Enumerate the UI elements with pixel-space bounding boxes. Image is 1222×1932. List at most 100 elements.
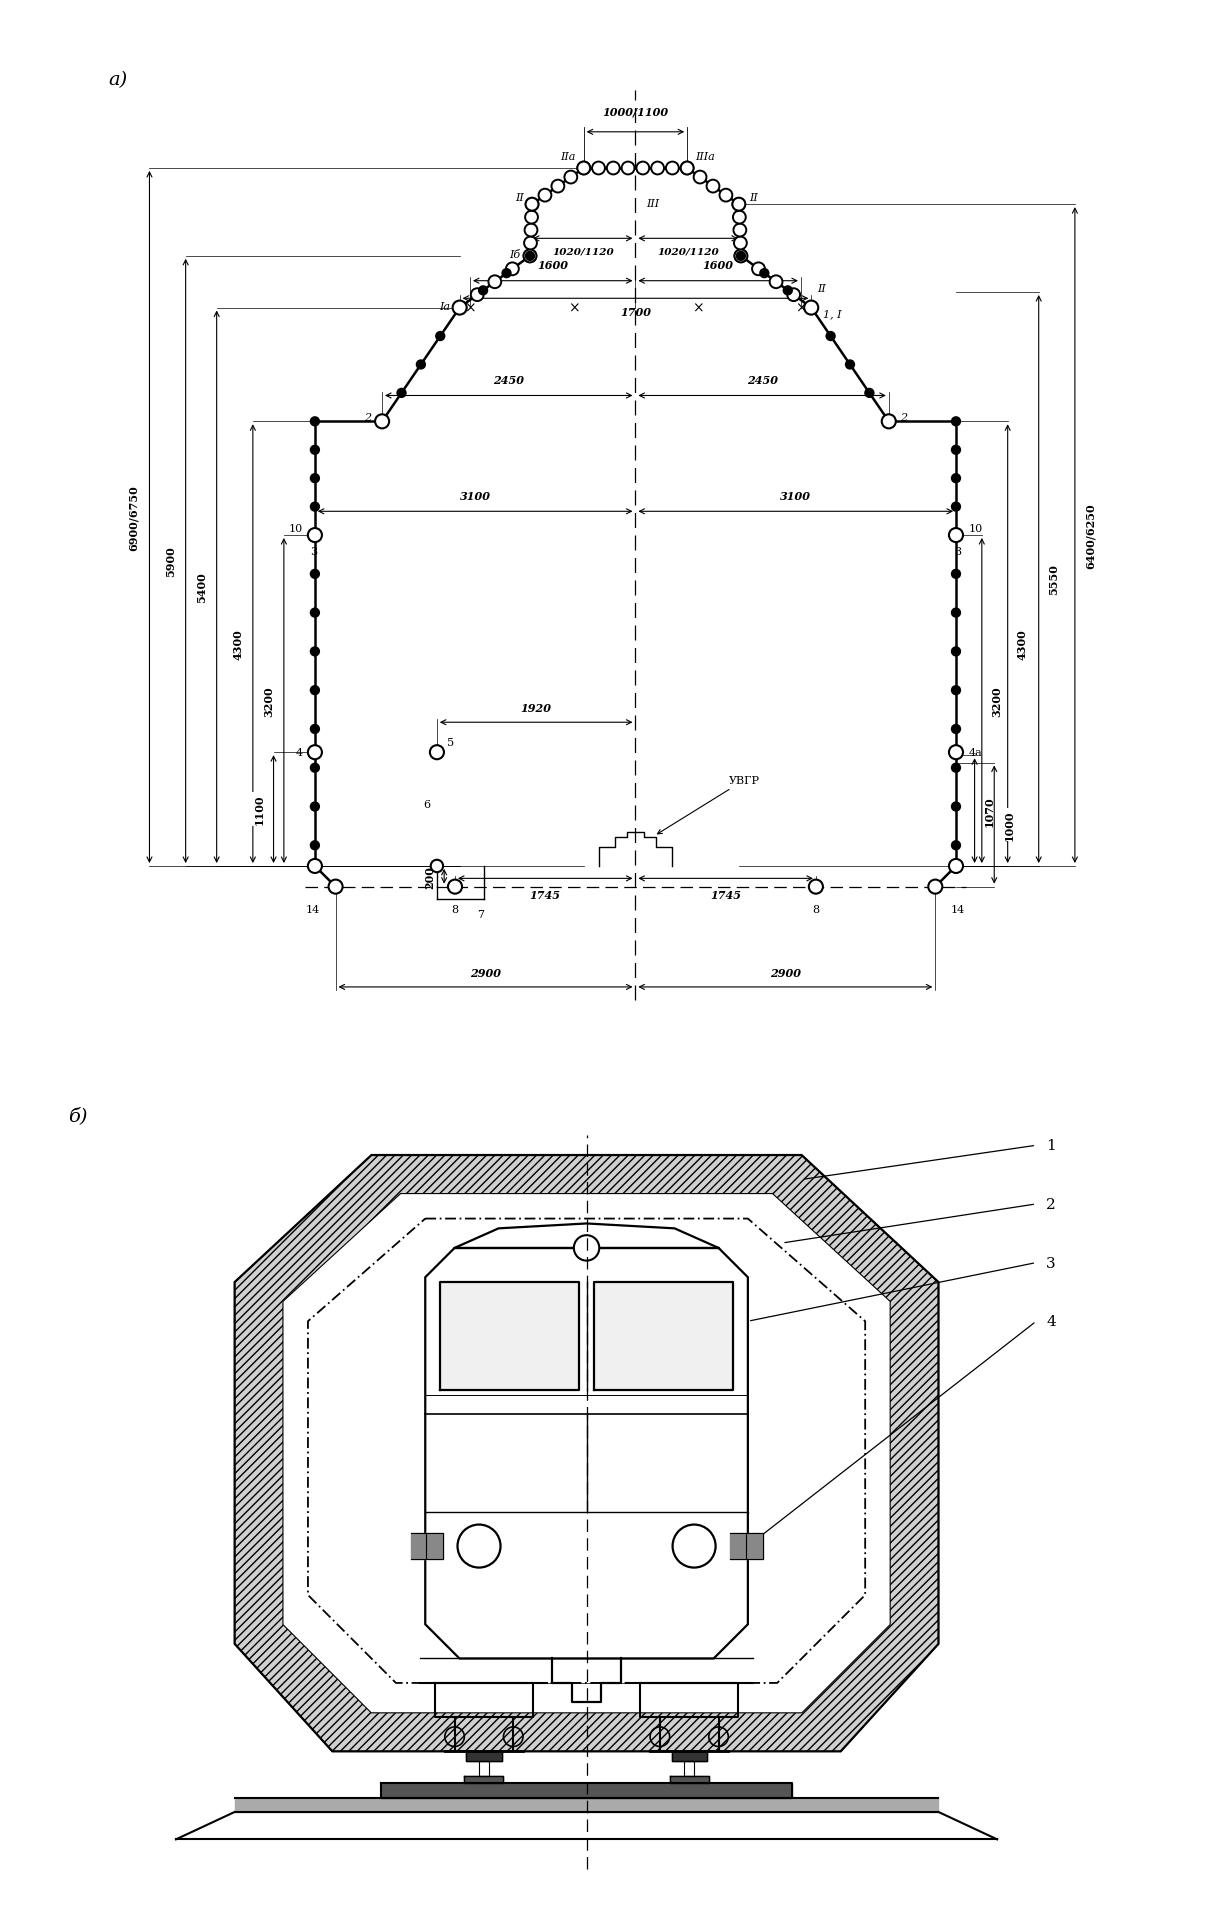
Circle shape bbox=[951, 763, 962, 773]
Circle shape bbox=[752, 263, 765, 276]
Circle shape bbox=[309, 446, 320, 456]
Circle shape bbox=[309, 802, 320, 811]
Circle shape bbox=[809, 881, 822, 895]
Circle shape bbox=[951, 802, 962, 811]
Text: 5400: 5400 bbox=[197, 572, 208, 603]
Text: 14: 14 bbox=[951, 904, 965, 916]
Text: 3200: 3200 bbox=[991, 686, 1002, 717]
Circle shape bbox=[607, 162, 620, 176]
Circle shape bbox=[951, 417, 962, 427]
Text: 8: 8 bbox=[813, 904, 820, 914]
Circle shape bbox=[309, 502, 320, 512]
Circle shape bbox=[309, 686, 320, 696]
Polygon shape bbox=[670, 1776, 709, 1783]
Text: II: II bbox=[818, 284, 826, 294]
Text: 5900: 5900 bbox=[165, 547, 176, 578]
Circle shape bbox=[949, 529, 963, 543]
Text: 1000/1100: 1000/1100 bbox=[602, 106, 668, 118]
Text: 1000: 1000 bbox=[1003, 810, 1014, 840]
Polygon shape bbox=[425, 1248, 748, 1660]
Circle shape bbox=[666, 162, 678, 176]
Polygon shape bbox=[731, 1534, 745, 1559]
Circle shape bbox=[949, 860, 963, 873]
Circle shape bbox=[309, 473, 320, 485]
Circle shape bbox=[435, 332, 446, 342]
Circle shape bbox=[430, 746, 444, 759]
Circle shape bbox=[637, 162, 649, 176]
Circle shape bbox=[539, 189, 551, 203]
Text: 1600: 1600 bbox=[538, 261, 568, 270]
Text: 10: 10 bbox=[288, 524, 303, 533]
Circle shape bbox=[524, 224, 538, 238]
Circle shape bbox=[622, 162, 634, 176]
Circle shape bbox=[524, 238, 536, 251]
Circle shape bbox=[951, 840, 962, 850]
Polygon shape bbox=[467, 1752, 501, 1762]
Text: 5: 5 bbox=[447, 738, 455, 748]
Circle shape bbox=[309, 417, 320, 427]
Circle shape bbox=[929, 881, 942, 895]
Text: а): а) bbox=[108, 71, 127, 89]
Circle shape bbox=[551, 180, 565, 193]
Text: 2900: 2900 bbox=[770, 968, 800, 978]
Polygon shape bbox=[455, 1223, 719, 1248]
Circle shape bbox=[309, 531, 320, 541]
Text: 1, I: 1, I bbox=[822, 309, 841, 319]
Text: Iа: Iа bbox=[440, 301, 451, 311]
Polygon shape bbox=[235, 1799, 938, 1812]
Text: 3: 3 bbox=[954, 547, 960, 556]
Circle shape bbox=[506, 263, 519, 276]
Text: 200: 200 bbox=[424, 866, 435, 889]
Text: 2: 2 bbox=[1046, 1198, 1056, 1211]
Text: 1745: 1745 bbox=[530, 889, 561, 900]
Text: 3100: 3100 bbox=[459, 491, 491, 502]
Text: ×: × bbox=[692, 301, 704, 315]
Circle shape bbox=[720, 189, 732, 203]
Circle shape bbox=[524, 251, 535, 263]
Circle shape bbox=[448, 881, 462, 895]
Circle shape bbox=[734, 251, 748, 263]
Text: 3200: 3200 bbox=[264, 686, 275, 717]
Circle shape bbox=[593, 162, 605, 176]
Circle shape bbox=[309, 609, 320, 618]
Circle shape bbox=[681, 162, 694, 176]
Text: 4300: 4300 bbox=[232, 630, 243, 659]
Circle shape bbox=[733, 224, 747, 238]
Circle shape bbox=[844, 359, 855, 371]
Circle shape bbox=[308, 860, 321, 873]
Circle shape bbox=[736, 251, 747, 263]
Circle shape bbox=[375, 415, 389, 429]
Text: 2: 2 bbox=[901, 413, 907, 423]
Circle shape bbox=[329, 881, 342, 895]
Circle shape bbox=[308, 746, 321, 759]
Text: ×: × bbox=[567, 301, 579, 315]
Text: 1920: 1920 bbox=[521, 703, 551, 713]
Text: IIa: IIa bbox=[560, 153, 576, 162]
Polygon shape bbox=[594, 1283, 733, 1389]
Circle shape bbox=[864, 388, 875, 398]
Circle shape bbox=[525, 199, 539, 211]
Text: 1700: 1700 bbox=[620, 307, 651, 317]
Circle shape bbox=[694, 172, 706, 184]
Text: УВГР: УВГР bbox=[657, 777, 760, 835]
Circle shape bbox=[949, 746, 963, 759]
Circle shape bbox=[733, 213, 745, 224]
Polygon shape bbox=[284, 1194, 890, 1712]
Polygon shape bbox=[428, 1534, 442, 1559]
Text: IIIa: IIIa bbox=[695, 153, 715, 162]
Circle shape bbox=[951, 570, 962, 580]
Text: 4: 4 bbox=[296, 748, 303, 757]
Circle shape bbox=[882, 415, 896, 429]
Circle shape bbox=[782, 286, 793, 296]
Circle shape bbox=[732, 199, 745, 211]
Text: 4300: 4300 bbox=[1017, 630, 1028, 659]
Polygon shape bbox=[235, 1155, 938, 1752]
Circle shape bbox=[577, 162, 590, 176]
Text: 1020/1120: 1020/1120 bbox=[657, 247, 719, 257]
Circle shape bbox=[396, 388, 407, 398]
Circle shape bbox=[951, 609, 962, 618]
Circle shape bbox=[706, 180, 720, 193]
Text: 3: 3 bbox=[310, 547, 316, 556]
Circle shape bbox=[951, 686, 962, 696]
Circle shape bbox=[951, 531, 962, 541]
